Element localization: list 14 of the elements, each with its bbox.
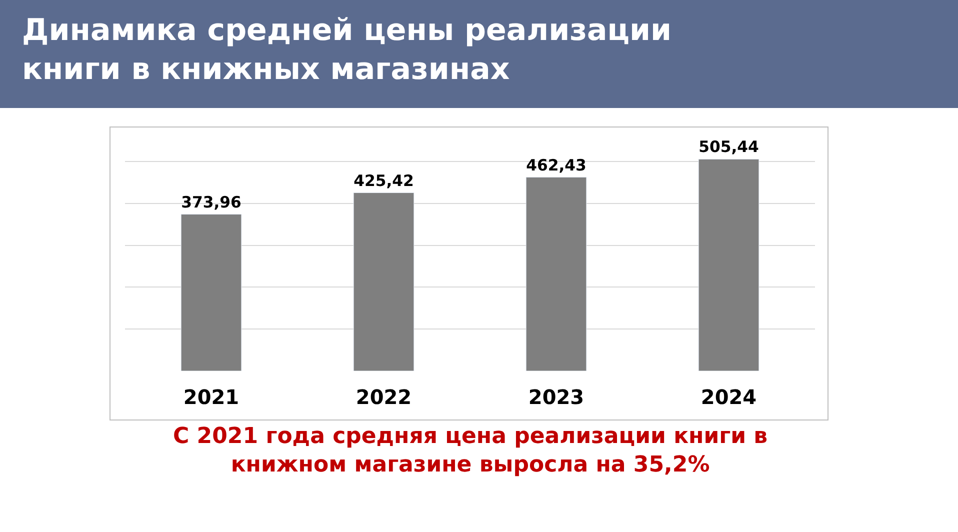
bar	[526, 176, 587, 371]
bar	[698, 158, 760, 371]
data-label: 373,96	[181, 192, 242, 212]
bar	[180, 214, 242, 371]
data-label: 462,43	[526, 155, 586, 174]
data-label: 505,44	[698, 137, 760, 156]
data-label: 425,42	[354, 170, 414, 190]
text: С 2021 года средняя цена реализации книги в книжном магазине выросла на 35,2%	[173, 424, 768, 478]
x-tick-label: 2024	[700, 385, 757, 409]
x-tick-label: 2022	[356, 385, 412, 409]
x-tick-label: 2021	[183, 385, 240, 409]
x-tick-label: 2023	[528, 385, 584, 409]
chart-title: Динамика средней цены реализации книги в книжных магазинах	[22, 13, 672, 87]
bar	[353, 192, 414, 371]
